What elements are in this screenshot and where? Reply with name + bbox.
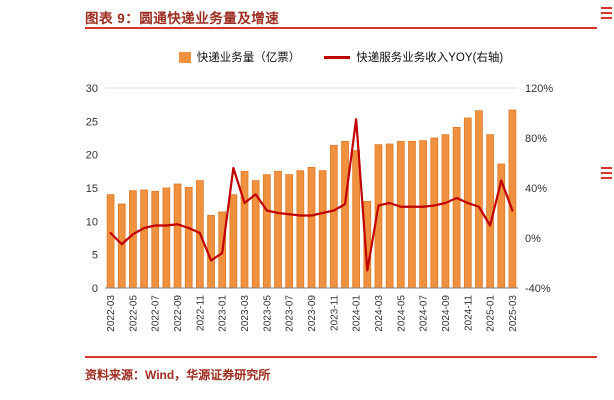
volume-bar bbox=[318, 170, 327, 289]
volume-bar bbox=[140, 189, 148, 289]
clipped-text-fragment-top bbox=[601, 7, 612, 21]
volume-bar bbox=[408, 140, 416, 289]
clipped-text-fragment-middle bbox=[601, 167, 612, 181]
source-note: 资料来源：Wind，华源证券研究所 bbox=[85, 368, 271, 382]
volume-bar bbox=[341, 140, 349, 289]
x-axis-tick-label: 2025-01 bbox=[486, 295, 497, 332]
legend-item-volume: 快递业务量（亿票） bbox=[178, 49, 301, 65]
volume-bar bbox=[452, 126, 461, 289]
yoy-line bbox=[109, 118, 514, 272]
left-axis-tick-label: 25 bbox=[86, 116, 98, 128]
left-axis-tick-label: 0 bbox=[92, 283, 98, 295]
legend-label-volume: 快递业务量（亿票） bbox=[196, 52, 301, 64]
volume-bar bbox=[307, 166, 316, 289]
volume-bar bbox=[296, 170, 305, 289]
volume-bar bbox=[430, 137, 439, 289]
line-series-swatch-icon bbox=[324, 55, 351, 59]
volume-bar bbox=[475, 110, 483, 289]
x-axis-tick-label: 2022-03 bbox=[106, 295, 117, 332]
volume-bar bbox=[385, 143, 394, 289]
x-axis-tick-label: 2024-09 bbox=[441, 295, 452, 332]
x-axis-tick-label: 2023-09 bbox=[307, 295, 318, 332]
x-axis-tick-label: 2023-01 bbox=[218, 295, 229, 332]
right-axis-tick-label: 80% bbox=[525, 133, 547, 145]
x-axis-tick-label: 2025-03 bbox=[508, 295, 519, 332]
chart-canvas: 0 5 10 15 20 25 30 -40% 0% 40% 80% 120% 2022-03 2022-… bbox=[86, 83, 554, 332]
chart-legend: 快递业务量（亿票） 快递服务业务收入YOY(右轴) bbox=[85, 49, 597, 65]
right-axis-tick-label: 40% bbox=[525, 183, 547, 195]
x-axis-tick-label: 2022-07 bbox=[151, 295, 162, 332]
x-axis-tick-label: 2024-03 bbox=[374, 295, 385, 332]
volume-bar bbox=[240, 170, 249, 289]
left-axis-tick-label: 20 bbox=[86, 150, 98, 162]
left-axis-tick-label: 15 bbox=[86, 183, 98, 195]
volume-bar bbox=[173, 183, 182, 289]
volume-bar bbox=[106, 194, 115, 289]
volume-bar bbox=[508, 109, 517, 289]
chart-area: 0 5 10 15 20 25 30 -40% 0% 40% 80% 120% 2022-03 2022-… bbox=[72, 76, 577, 358]
chart-title: 图表 9：圆通快递业务量及增速 bbox=[85, 11, 280, 26]
x-axis-tick-label: 2022-05 bbox=[128, 295, 139, 332]
volume-bar bbox=[329, 144, 338, 289]
x-axis-tick-label: 2023-11 bbox=[329, 295, 340, 331]
x-axis-tick-label: 2022-09 bbox=[173, 295, 184, 332]
legend-item-yoy: 快递服务业务收入YOY(右轴) bbox=[324, 49, 503, 65]
volume-bar bbox=[419, 140, 427, 289]
volume-bar bbox=[396, 140, 405, 289]
left-axis-tick-label: 10 bbox=[86, 216, 98, 228]
title-divider-rule bbox=[85, 27, 597, 29]
right-axis-tick-label: 0% bbox=[525, 233, 541, 245]
volume-bars bbox=[106, 109, 517, 289]
x-axis-tick-label: 2023-03 bbox=[240, 295, 251, 332]
volume-bar bbox=[229, 194, 238, 289]
x-axis-tick-label: 2024-11 bbox=[463, 295, 474, 331]
volume-bar bbox=[352, 150, 361, 289]
volume-bar bbox=[162, 187, 171, 289]
right-axis-tick-label: 120% bbox=[525, 83, 553, 95]
legend-label-yoy: 快递服务业务收入YOY(右轴) bbox=[356, 52, 504, 64]
x-axis-tick-label: 2023-07 bbox=[285, 295, 296, 332]
right-axis-tick-label: -40% bbox=[525, 283, 551, 295]
volume-bar bbox=[274, 170, 282, 289]
x-axis-tick-label: 2023-05 bbox=[262, 295, 273, 332]
x-axis-tick-label: 2024-05 bbox=[396, 295, 407, 332]
bar-series-swatch-icon bbox=[178, 51, 191, 63]
volume-bar bbox=[117, 203, 126, 289]
volume-bar bbox=[262, 174, 271, 289]
volume-bar bbox=[151, 190, 160, 289]
x-axis-tick-label: 2024-01 bbox=[352, 295, 363, 332]
volume-bar bbox=[285, 174, 294, 289]
volume-bar bbox=[184, 186, 193, 289]
left-axis-tick-label: 30 bbox=[86, 83, 98, 95]
left-axis-tick-label: 5 bbox=[92, 250, 98, 262]
footer-divider-rule bbox=[85, 356, 597, 358]
x-axis-tick-label: 2022-11 bbox=[195, 295, 206, 331]
volume-bar bbox=[129, 190, 137, 289]
volume-bar bbox=[441, 134, 450, 289]
x-axis-tick-label: 2024-07 bbox=[419, 295, 430, 332]
